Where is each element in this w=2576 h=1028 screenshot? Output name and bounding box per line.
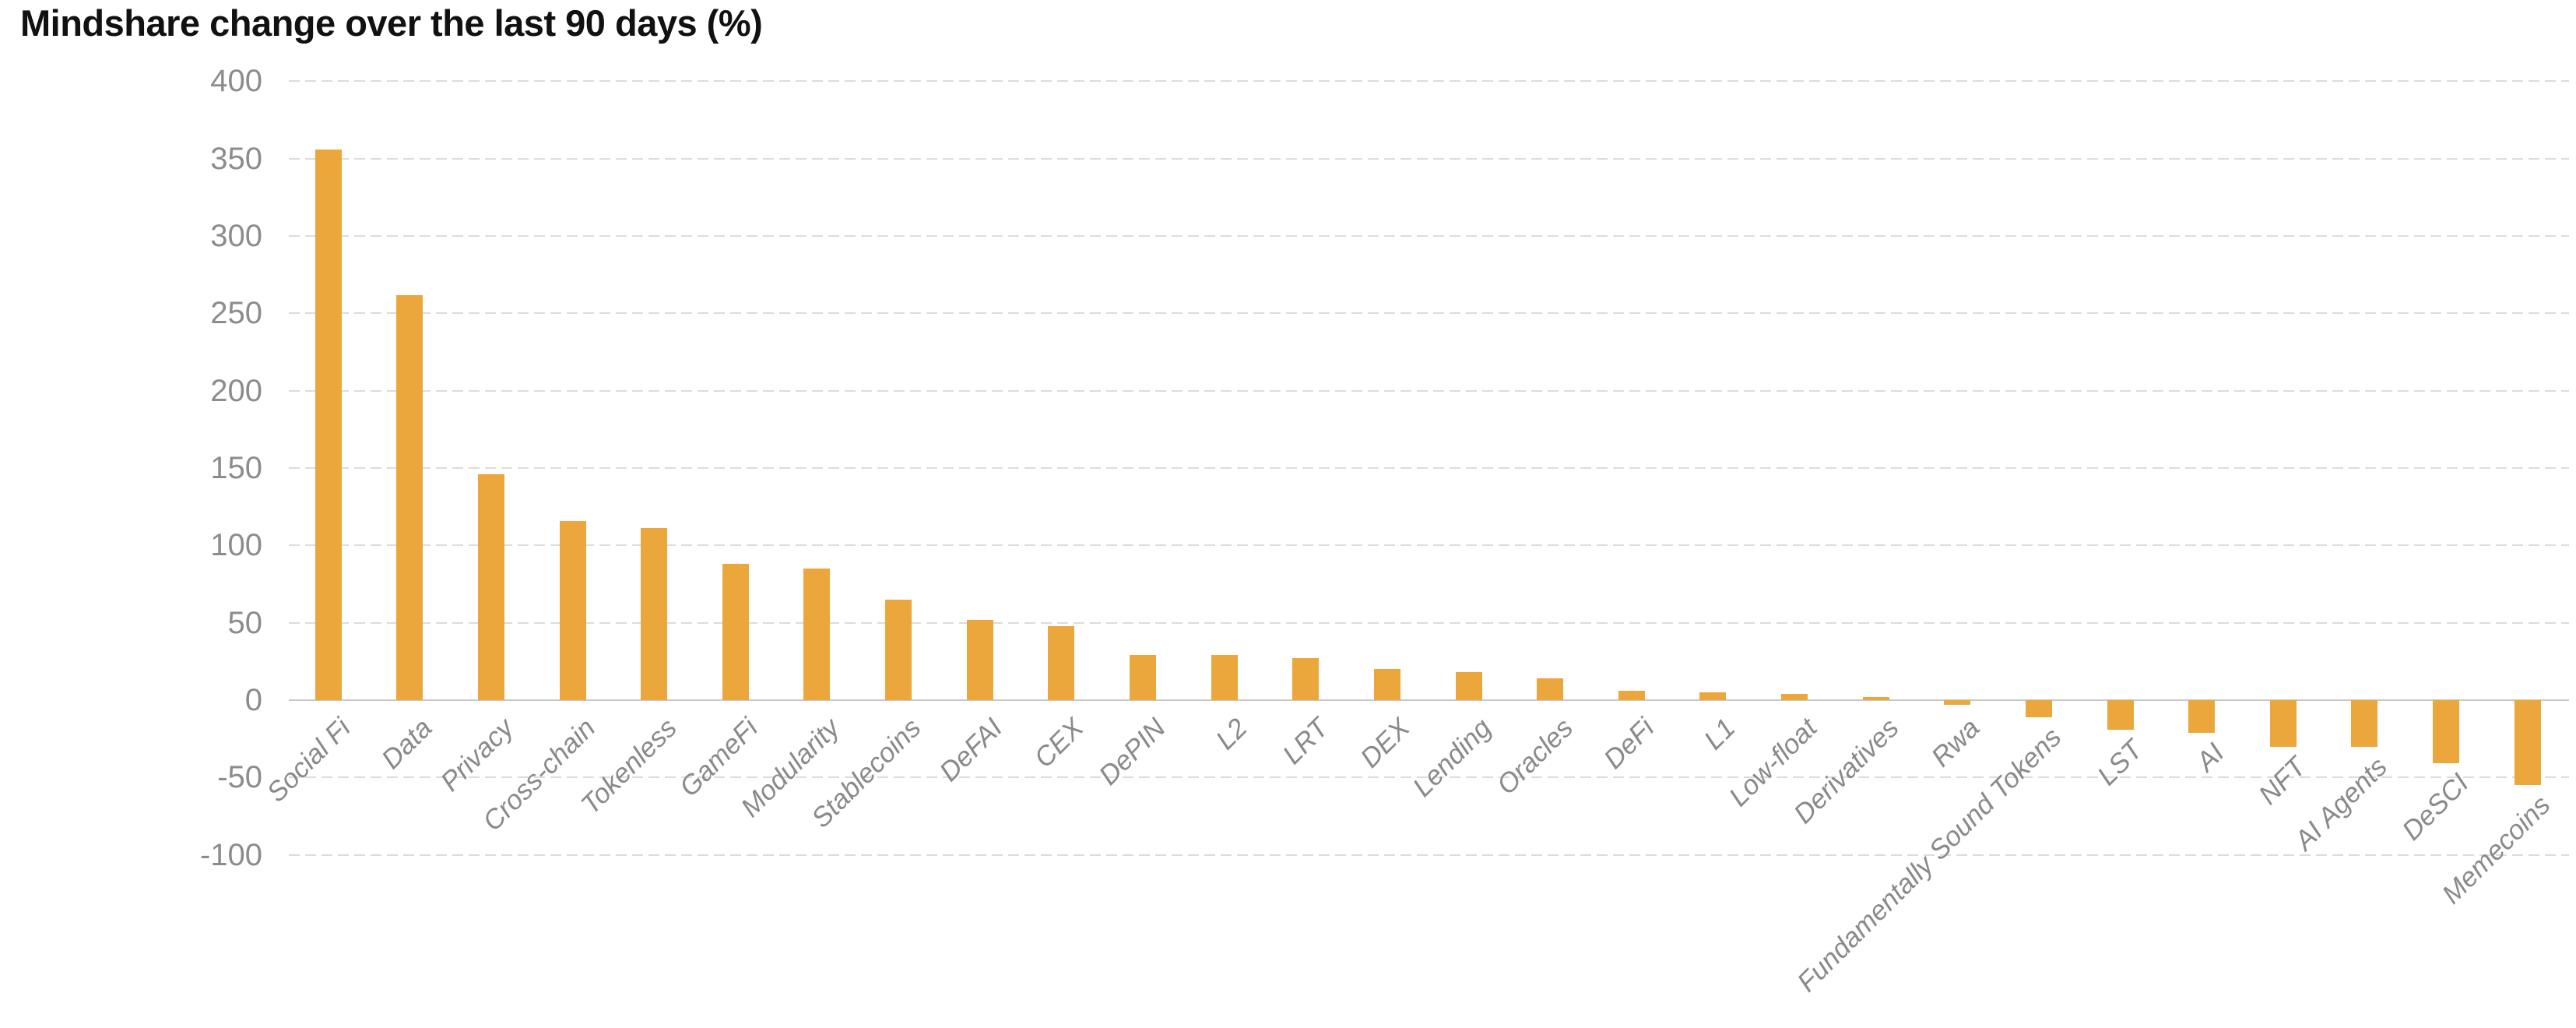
y-tick-label--100: -100 — [199, 837, 262, 872]
y-tick-label-150: 150 — [210, 451, 262, 485]
gridline--50 — [289, 776, 2569, 779]
bar-nft[interactable] — [2269, 700, 2297, 747]
y-tick-label-100: 100 — [210, 528, 262, 563]
bar-gamefi[interactable] — [722, 564, 749, 700]
bar-memecoins[interactable] — [2514, 700, 2541, 786]
bar-low-float[interactable] — [1781, 694, 1808, 700]
x-label-oracles: Oracles — [1490, 713, 1579, 801]
gridline-400 — [289, 80, 2569, 83]
x-label-ai: AI — [2190, 737, 2230, 777]
y-tick-label-300: 300 — [210, 219, 262, 254]
bar-desci[interactable] — [2433, 700, 2460, 764]
y-tick-label--50: -50 — [217, 760, 262, 795]
gridline-200 — [289, 389, 2569, 392]
bar-stablecoins[interactable] — [885, 599, 912, 700]
bar-defi[interactable] — [1618, 691, 1645, 700]
gridline--100 — [289, 854, 2569, 856]
bar-privacy[interactable] — [477, 474, 504, 700]
x-label-desci: DeSCI — [2396, 768, 2475, 847]
x-label-lending: Lending — [1407, 713, 1498, 803]
bar-rwa[interactable] — [1944, 700, 1971, 705]
gridline-350 — [289, 157, 2569, 160]
x-label-dex: DEX — [1355, 713, 1416, 774]
gridline-50 — [289, 621, 2569, 624]
x-label-l1: L1 — [1698, 713, 1741, 756]
chart-title: Mindshare change over the last 90 days (… — [20, 2, 763, 44]
bar-oracles[interactable] — [1537, 678, 1564, 700]
y-tick-label-250: 250 — [210, 296, 262, 331]
x-label-lst: LST — [2092, 734, 2149, 791]
y-tick-label-50: 50 — [227, 605, 263, 640]
bar-ai[interactable] — [2188, 700, 2216, 733]
bar-modularity[interactable] — [803, 569, 831, 700]
y-tick-label-350: 350 — [210, 141, 262, 176]
x-label-defi: DeFi — [1597, 713, 1661, 775]
bar-l1[interactable] — [1699, 692, 1727, 700]
x-label-data: Data — [376, 713, 438, 775]
bar-depin[interactable] — [1130, 655, 1156, 700]
y-tick-label-200: 200 — [210, 373, 262, 408]
x-label-social-fi: Social Fi — [261, 713, 357, 808]
x-label-rwa: Rwa — [1925, 713, 1986, 773]
x-label-depin: DePIN — [1093, 713, 1172, 791]
bar-lst[interactable] — [2107, 700, 2134, 730]
bar-tokenless[interactable] — [641, 528, 668, 700]
gridline-250 — [289, 312, 2569, 315]
bar-social-fi[interactable] — [315, 149, 342, 700]
zero-baseline — [289, 699, 2569, 701]
bar-fundamentally-sound-tokens[interactable] — [2025, 700, 2052, 717]
gridline-150 — [289, 467, 2569, 469]
bar-ai-agents[interactable] — [2351, 700, 2378, 747]
x-label-nft: NFT — [2252, 751, 2312, 811]
bar-l2[interactable] — [1211, 655, 1238, 700]
bar-data[interactable] — [396, 294, 423, 700]
gridline-100 — [289, 544, 2569, 547]
bar-defai[interactable] — [966, 619, 993, 700]
bar-derivatives[interactable] — [1862, 697, 1889, 700]
bar-lending[interactable] — [1455, 672, 1482, 700]
y-tick-label-0: 0 — [244, 683, 262, 717]
x-label-lrt: LRT — [1276, 713, 1334, 770]
bar-cex[interactable] — [1048, 625, 1075, 700]
x-label-l2: L2 — [1210, 713, 1253, 756]
y-tick-label-400: 400 — [210, 64, 262, 99]
bar-dex[interactable] — [1373, 669, 1400, 700]
bar-lrt[interactable] — [1292, 658, 1320, 700]
bar-cross-chain[interactable] — [559, 520, 586, 700]
x-label-cex: CEX — [1028, 713, 1090, 774]
gridline-300 — [289, 235, 2569, 238]
